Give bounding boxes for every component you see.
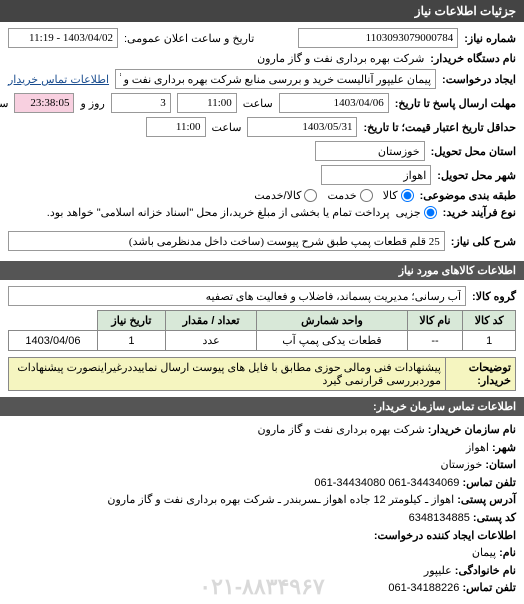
th-qty: تعداد / مقدار <box>165 311 256 331</box>
validity-label: حداقل تاریخ اعتبار قیمت؛ تا تاریخ: <box>363 121 516 134</box>
creator-family: علیپور <box>424 565 452 577</box>
postal: اهواز ـ کیلومتر 12 جاده اهواز ـسربندر ـ … <box>107 494 454 506</box>
radio-goods-input[interactable] <box>401 189 414 202</box>
announce-date-field[interactable] <box>8 28 118 48</box>
goods-group-label: گروه کالا: <box>472 290 516 303</box>
table-row[interactable]: 1 -- قطعات یدکی پمپ آب عدد 1 1403/04/06 <box>9 331 516 351</box>
seller-org: شرکت بهره برداری نفت و گاز مارون <box>257 424 424 436</box>
buy-process-label: نوع فرآیند خرید: <box>443 206 516 219</box>
days-remain-field[interactable] <box>111 93 171 113</box>
seller-province-label: استان: <box>485 459 516 471</box>
th-unit: واحد شمارش <box>257 311 407 331</box>
cell-code: -- <box>407 331 463 351</box>
phone-label: تلفن تماس: <box>462 477 516 489</box>
th-code: کد کالا <box>463 311 516 331</box>
announce-date-label: تاریخ و ساعت اعلان عمومی: <box>124 32 254 45</box>
creator-label: ایجاد درخواست: <box>442 73 516 86</box>
goods-header: اطلاعات کالاهای مورد نیاز <box>0 261 524 280</box>
province-field[interactable] <box>315 141 425 161</box>
notes-label: توضیحات خریدار: <box>446 358 516 391</box>
th-date: تاریخ نیاز <box>97 311 165 331</box>
creator-phone-label: تلفن تماس: <box>462 582 516 594</box>
cell-qty: 1 <box>97 331 165 351</box>
creator-phone: 34188226-061 <box>388 582 459 594</box>
seller-org-label: نام سازمان خریدار: <box>428 424 516 436</box>
radio-partial[interactable]: جزیی <box>396 206 437 219</box>
deadline-time-field[interactable] <box>177 93 237 113</box>
panel-header: جزئیات اطلاعات نیاز <box>0 0 524 22</box>
radio-service-label: خدمت <box>327 189 356 202</box>
radio-service-input[interactable] <box>360 189 373 202</box>
contact-info-link[interactable]: اطلاعات تماس خریدار <box>8 73 109 86</box>
org-name-label: نام دستگاه خریدار: <box>430 52 516 65</box>
time-label-2: ساعت <box>212 121 242 134</box>
goods-table: کد کالا نام کالا واحد شمارش تعداد / مقدا… <box>8 310 516 351</box>
cell-unit: عدد <box>165 331 256 351</box>
validity-date-field[interactable] <box>247 117 357 137</box>
creator-field[interactable] <box>115 69 436 89</box>
radio-partial-label: جزیی <box>396 206 421 219</box>
seller-province: خوزستان <box>440 459 482 471</box>
contact-header: اطلاعات تماس سازمان خریدار: <box>0 397 524 416</box>
org-name-value: شرکت بهره برداری نفت و گاز مارون <box>257 52 424 65</box>
category-radio-group: کالا خدمت کالا/خدمت <box>254 189 413 202</box>
cell-date: 1403/04/06 <box>9 331 98 351</box>
notes-table: توضیحات خریدار: پیشنهادات فنی ومالی حوزی… <box>8 357 516 391</box>
validity-time-field[interactable] <box>146 117 206 137</box>
city-label: شهر محل تحویل: <box>437 169 516 182</box>
deadline-date-field[interactable] <box>279 93 389 113</box>
seller-city-label: شهر: <box>492 442 516 454</box>
radio-service[interactable]: خدمت <box>327 189 372 202</box>
creator-info-label: اطلاعات ایجاد کننده درخواست: <box>8 528 516 546</box>
time-remain-label: ساعت باقی مانده <box>0 97 8 110</box>
radio-goods-service[interactable]: کالا/خدمت <box>254 189 317 202</box>
radio-goods-label: کالا <box>383 189 398 202</box>
postcode: 6348134885 <box>409 512 470 524</box>
phone: 34434069-061 34434080-061 <box>314 477 459 489</box>
city-field[interactable] <box>321 165 431 185</box>
radio-goods[interactable]: کالا <box>383 189 414 202</box>
need-title-label: شرح کلی نیاز: <box>451 235 516 248</box>
th-name: نام کالا <box>407 311 463 331</box>
radio-goods-service-input[interactable] <box>304 189 317 202</box>
need-title-field[interactable] <box>8 231 445 251</box>
creator-name-label: نام: <box>499 547 516 559</box>
radio-goods-service-label: کالا/خدمت <box>254 189 301 202</box>
table-header-row: کد کالا نام کالا واحد شمارش تعداد / مقدا… <box>9 311 516 331</box>
creator-family-label: نام خانوادگی: <box>455 565 516 577</box>
radio-partial-input[interactable] <box>424 206 437 219</box>
cell-idx: 1 <box>463 331 516 351</box>
province-label: استان محل تحویل: <box>431 145 516 158</box>
time-label-1: ساعت <box>243 97 273 110</box>
notes-value: پیشنهادات فنی ومالی حوزی مطابق با فایل ه… <box>9 358 446 391</box>
deadline-label: مهلت ارسال پاسخ تا تاریخ: <box>395 97 516 110</box>
time-remain-field[interactable] <box>14 93 74 113</box>
postcode-label: کد پستی: <box>473 512 516 524</box>
days-label: روز و <box>80 97 104 110</box>
seller-city: اهواز <box>466 442 489 454</box>
creator-name: پیمان <box>472 547 496 559</box>
category-label: طبقه بندی موضوعی: <box>420 189 516 202</box>
cell-name: قطعات یدکی پمپ آب <box>257 331 407 351</box>
need-number-field[interactable] <box>298 28 458 48</box>
buy-process-note: پرداخت تمام یا بخشی از مبلغ خرید،از محل … <box>47 206 390 219</box>
postal-label: آدرس پستی: <box>457 494 516 506</box>
goods-group-field[interactable] <box>8 286 466 306</box>
need-number-label: شماره نیاز: <box>464 32 516 45</box>
